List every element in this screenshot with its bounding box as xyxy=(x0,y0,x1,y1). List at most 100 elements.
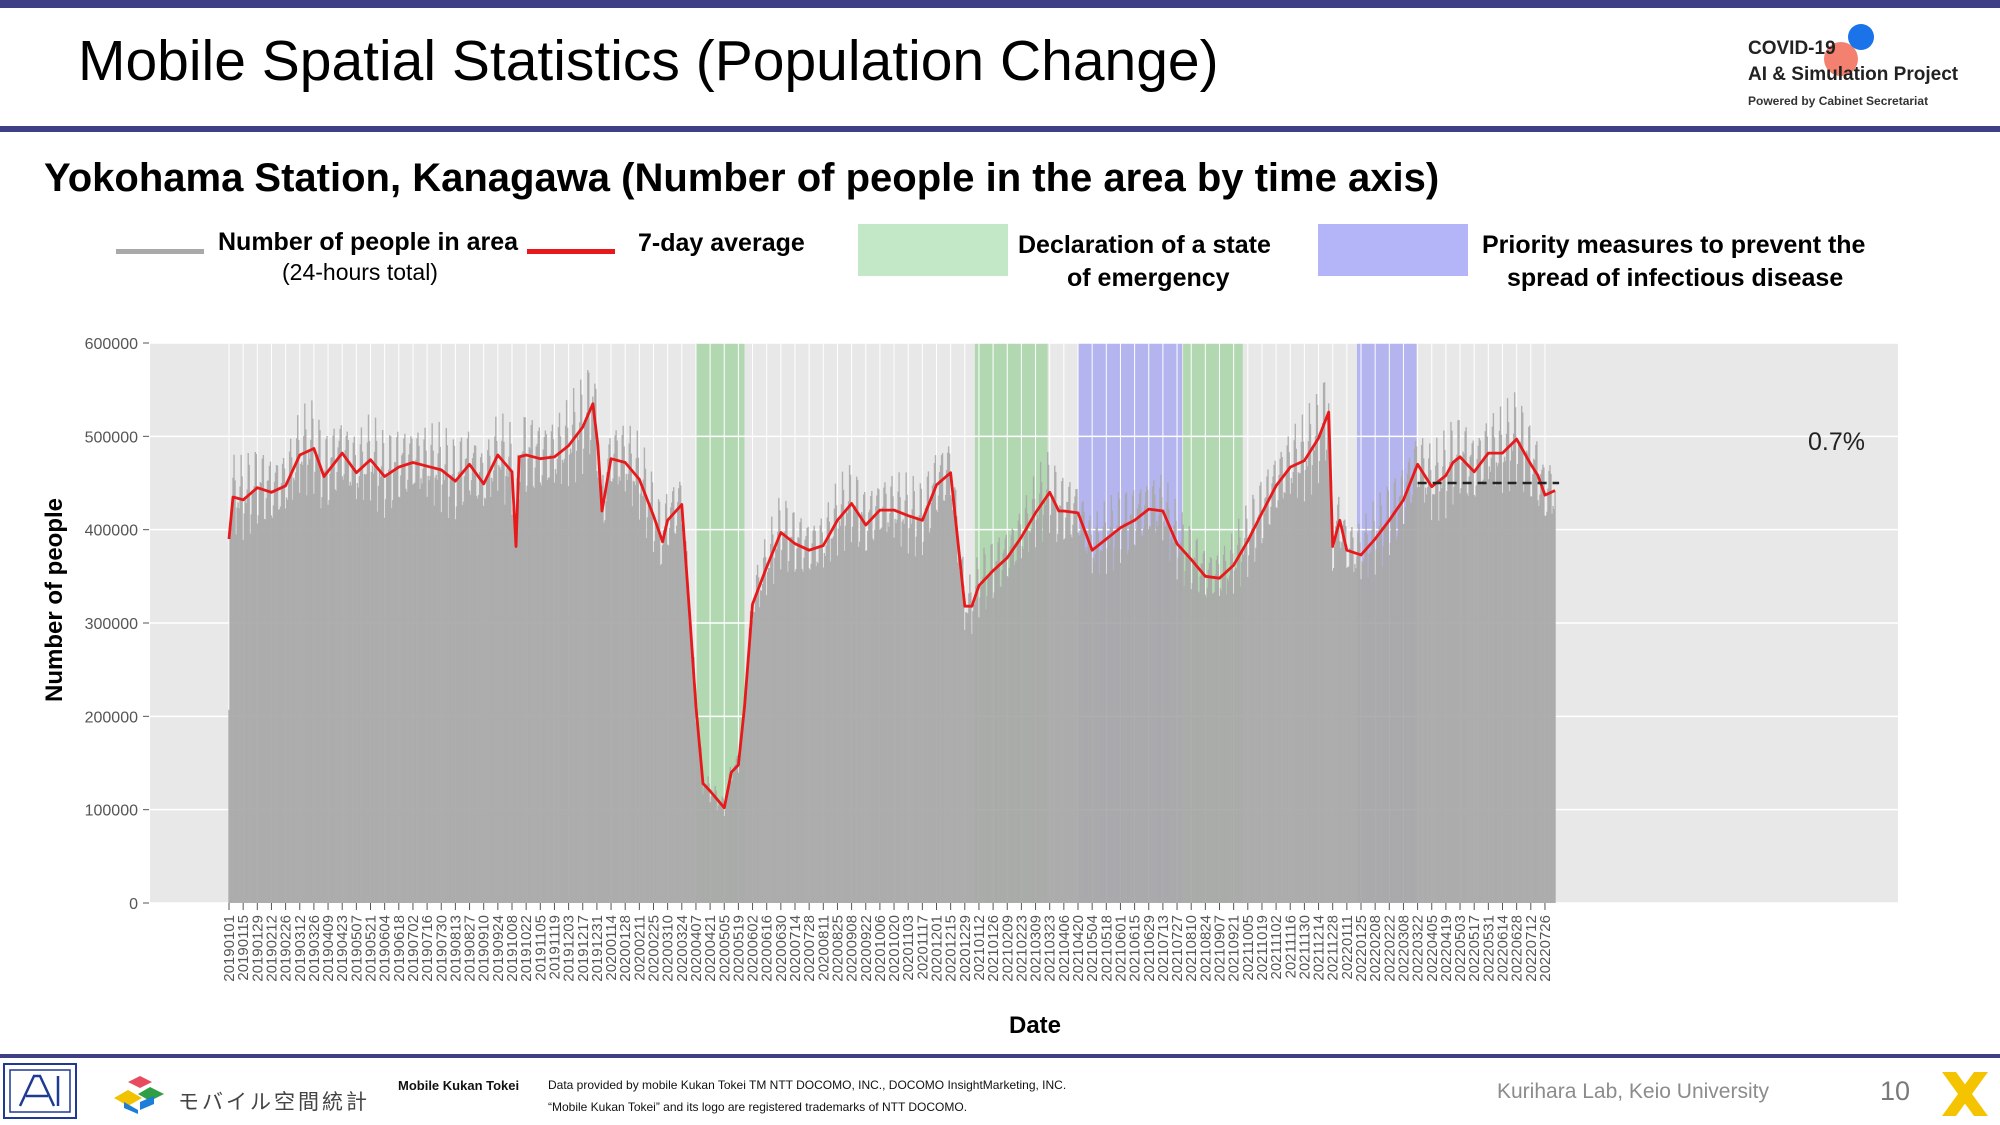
y-tick-label: 600000 xyxy=(85,336,138,353)
x-tick-label: 20190129 xyxy=(249,915,266,982)
x-tick-label: 20220222 xyxy=(1381,915,1398,982)
covid-project-logo: COVID-19 AI & Simulation Project Powered… xyxy=(1748,24,1988,116)
x-tick-label: 20200714 xyxy=(787,915,804,982)
x-tick-label: 20190226 xyxy=(278,915,295,982)
lab-credit: Kurihara Lab, Keio University xyxy=(1497,1080,1769,1103)
x-tick-label: 20201229 xyxy=(957,915,974,982)
x-tick-label: 20191217 xyxy=(575,915,592,982)
x-tick-label: 20200505 xyxy=(716,915,733,982)
x-tick-label: 20220726 xyxy=(1537,915,1554,982)
x-tick-label: 20200630 xyxy=(773,915,790,982)
x-tick-label: 20220111 xyxy=(1339,915,1356,980)
change-annotation: 0.7% xyxy=(1808,428,1865,456)
x-tick-label: 20200114 xyxy=(603,915,620,981)
x-tick-label: 20201215 xyxy=(943,915,960,982)
x-tick-label: 20201006 xyxy=(872,915,889,982)
x-tick-label: 20210921 xyxy=(1226,915,1243,982)
x-tick-label: 20190521 xyxy=(363,915,380,982)
x-tick-label: 20191022 xyxy=(518,915,535,982)
daily-bars xyxy=(228,370,1556,903)
x-tick-label: 20210309 xyxy=(1028,915,1045,982)
x-tick-label: 20220503 xyxy=(1452,915,1469,982)
y-tick-label: 100000 xyxy=(85,803,138,820)
legend-average-label: 7-day average xyxy=(638,229,805,257)
x-tick-label: 20211102 xyxy=(1268,915,1285,980)
logo-line-1: COVID-19 xyxy=(1748,38,1836,59)
x-tick-label: 20211005 xyxy=(1240,915,1257,981)
x-tick-label: 20190924 xyxy=(490,915,507,982)
logo-line-2: AI & Simulation Project xyxy=(1748,64,1959,85)
x-tick-label: 20200407 xyxy=(688,915,705,982)
x-tick-label: 20191008 xyxy=(504,915,521,982)
logo-blue-circle xyxy=(1848,24,1874,50)
x-tick-label: 20210323 xyxy=(1042,915,1059,982)
x-tick-label: 20190312 xyxy=(292,915,309,982)
mobile-kukan-tokei-cube-icon xyxy=(114,1076,164,1114)
x-tick-label: 20201103 xyxy=(900,915,917,981)
x-tick-label: 20200811 xyxy=(815,915,832,981)
legend-daily-label: Number of people in area xyxy=(218,228,519,256)
x-tick-label: 20220405 xyxy=(1424,915,1441,982)
x-tick-label: 20211116 xyxy=(1282,915,1299,978)
x-tick-label: 20210907 xyxy=(1212,915,1229,982)
slide-title: Mobile Spatial Statistics (Population Ch… xyxy=(78,29,1219,93)
average-line-group xyxy=(227,402,1556,810)
x-logo-icon xyxy=(1942,1072,1988,1116)
x-tick-label: 20211019 xyxy=(1254,915,1271,981)
y-tick-label: 200000 xyxy=(85,709,138,726)
x-tick-label: 20190507 xyxy=(348,915,365,982)
x-tick-label: 20210420 xyxy=(1070,915,1087,982)
x-axis-ticks: 2019010120190115201901292019021220190226… xyxy=(221,903,1554,982)
x-tick-label: 20200616 xyxy=(759,915,776,982)
x-tick-label: 20200825 xyxy=(829,915,846,982)
legend-average-swatch xyxy=(527,249,615,254)
x-tick-label: 20211130 xyxy=(1296,915,1313,980)
x-tick-label: 20190423 xyxy=(334,915,351,982)
x-tick-label: 20210518 xyxy=(1098,915,1115,982)
x-tick-label: 20190618 xyxy=(391,915,408,982)
x-tick-label: 20190409 xyxy=(320,915,337,982)
logo-line-3: Powered by Cabinet Secretariat xyxy=(1748,94,1929,108)
x-tick-label: 20200324 xyxy=(674,915,691,982)
x-tick-label: 20220322 xyxy=(1410,915,1427,982)
x-tick-label: 20190910 xyxy=(476,915,493,982)
x-tick-label: 20200310 xyxy=(660,915,677,982)
header-divider xyxy=(0,126,2000,132)
page-number: 10 xyxy=(1880,1076,1911,1106)
x-tick-label: 20220712 xyxy=(1523,915,1540,982)
legend-priority-label-2: spread of infectious disease xyxy=(1507,264,1844,292)
x-tick-label: 20200211 xyxy=(631,915,648,981)
x-tick-label: 20190813 xyxy=(447,915,464,982)
legend-priority-label-1: Priority measures to prevent the xyxy=(1482,231,1866,259)
x-tick-label: 20220125 xyxy=(1353,915,1370,982)
x-tick-label: 20210629 xyxy=(1141,915,1158,982)
x-tick-label: 20200602 xyxy=(745,915,762,982)
legend-priority-swatch xyxy=(1318,224,1468,276)
kurihara-lab-logo xyxy=(3,1063,77,1119)
x-tick-label: 20210112 xyxy=(971,915,988,981)
x-tick-label: 20190716 xyxy=(419,915,436,982)
x-tick-label: 20210810 xyxy=(1183,915,1200,982)
x-tick-label: 20190326 xyxy=(306,915,323,982)
y-tick-label: 300000 xyxy=(85,616,138,633)
x-tick-label: 20200908 xyxy=(844,915,861,982)
chart-subtitle: Yokohama Station, Kanagawa (Number of pe… xyxy=(44,156,1440,200)
x-tick-label: 20200728 xyxy=(801,915,818,982)
data-provider-line-1: Data provided by mobile Kukan Tokei TM N… xyxy=(548,1078,1067,1092)
x-tick-label: 20220419 xyxy=(1438,915,1455,982)
legend-daily-swatch xyxy=(116,249,204,254)
x-tick-label: 20190115 xyxy=(235,915,252,981)
x-tick-label: 20190101 xyxy=(221,915,238,982)
x-tick-label: 20210824 xyxy=(1197,915,1214,982)
x-tick-label: 20220628 xyxy=(1509,915,1526,982)
top-accent-bar xyxy=(0,0,2000,8)
x-tick-label: 20220308 xyxy=(1395,915,1412,982)
x-tick-label: 20191119 xyxy=(546,915,563,980)
x-tick-label: 20210504 xyxy=(1084,915,1101,982)
x-tick-label: 20210126 xyxy=(985,915,1002,982)
y-axis-label: Number of people xyxy=(41,498,68,702)
y-tick-label: 500000 xyxy=(85,429,138,446)
y-tick-label: 0 xyxy=(129,896,138,913)
x-tick-label: 20220517 xyxy=(1466,915,1483,982)
